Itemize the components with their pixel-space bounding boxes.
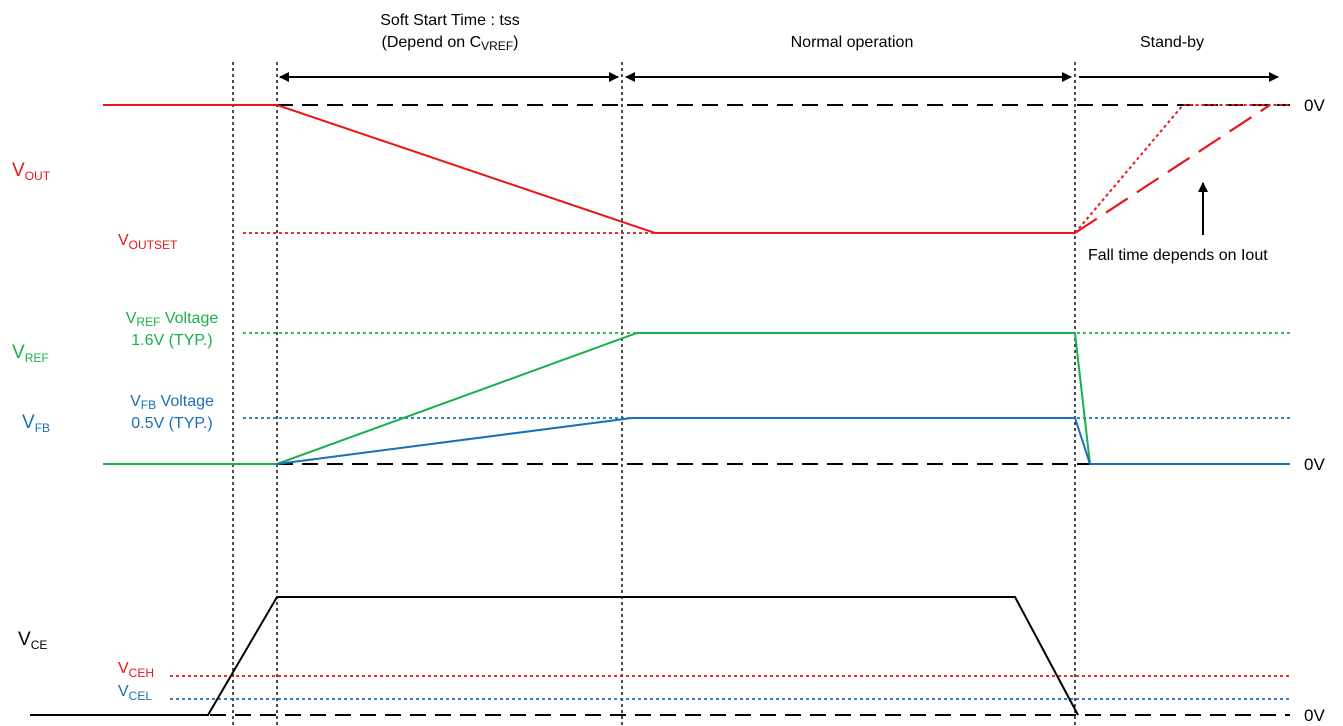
standby-label: Stand-by bbox=[1140, 34, 1204, 51]
vertical-guides bbox=[232, 62, 1076, 726]
voutset-label: VOUTSET bbox=[118, 232, 178, 252]
zero-volt-label-middle: 0V bbox=[1304, 455, 1325, 474]
vref-voltage-label: VREF Voltage bbox=[126, 310, 219, 329]
vfb-voltage-label: VFB Voltage bbox=[130, 393, 214, 412]
vout-standby-fast-fall bbox=[1074, 104, 1290, 234]
vfb-trace bbox=[276, 417, 1290, 465]
vce-label: VCE bbox=[18, 629, 47, 652]
soft-start-subtitle: (Depend on CVREF) bbox=[382, 34, 519, 53]
vref-label: VREF bbox=[12, 342, 49, 365]
level-lines bbox=[170, 232, 1290, 700]
zero-volt-label-top: 0V bbox=[1304, 96, 1325, 115]
vfb-label: VFB bbox=[22, 412, 50, 435]
vout-label: VOUT bbox=[12, 160, 51, 183]
fall-time-label: Fall time depends on Iout bbox=[1088, 247, 1268, 264]
zero-volt-label-bottom: 0V bbox=[1304, 706, 1325, 725]
vceh-label: VCEH bbox=[118, 660, 154, 680]
zero-reference-lines bbox=[210, 104, 1290, 716]
vref-voltage-value: 1.6V (TYP.) bbox=[131, 332, 213, 349]
soft-start-title: Soft Start Time : tss bbox=[380, 12, 520, 29]
vout-trace bbox=[103, 104, 1075, 234]
vcel-label: VCEL bbox=[118, 683, 152, 703]
vref-trace bbox=[103, 332, 1091, 465]
normal-operation-label: Normal operation bbox=[791, 34, 914, 51]
vout-waveform bbox=[103, 104, 1290, 234]
vce-trace bbox=[30, 596, 1079, 716]
vout-standby-slow-fall bbox=[1074, 104, 1271, 234]
vfb-voltage-value: 0.5V (TYP.) bbox=[131, 415, 213, 432]
